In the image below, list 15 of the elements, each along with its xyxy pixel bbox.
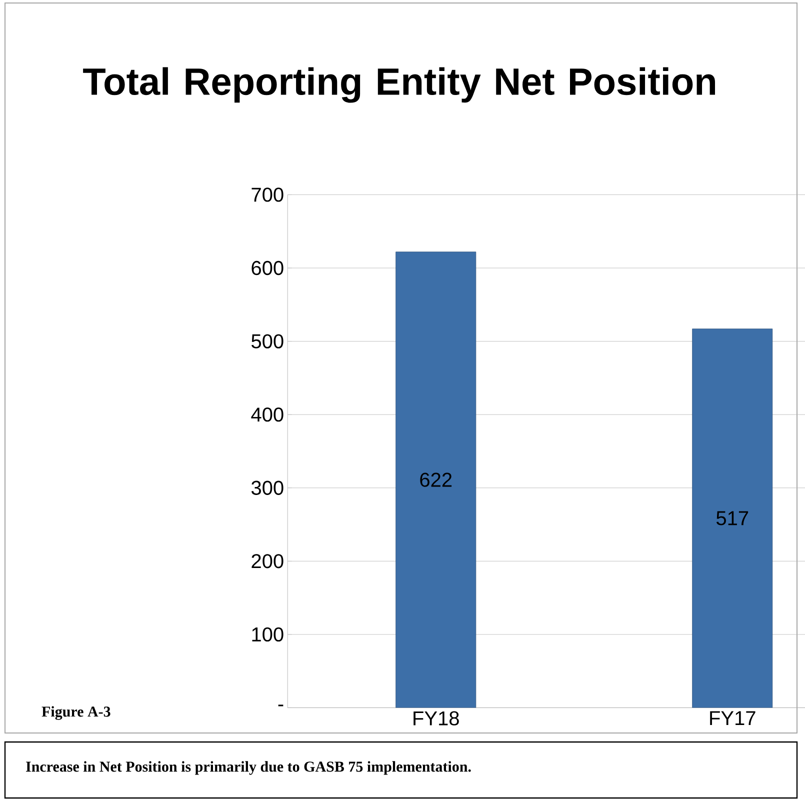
y-tick-label: 400	[251, 407, 284, 422]
y-tick-label: 500	[252, 334, 284, 348]
y-tick-label: 300	[251, 480, 284, 495]
y-tick-label: 600	[252, 260, 284, 276]
text: Figure A-3	[42, 706, 110, 720]
text: Increase in Net Position is primarily due to GASB 75 implementation.	[26, 761, 471, 775]
chart-title: Total Reporting Entity Net Position	[83, 67, 716, 103]
y-tick-label: 200	[252, 554, 284, 568]
y-tick-label: -	[278, 704, 284, 706]
y-tick-label: 700	[252, 188, 284, 202]
data-label: 517	[716, 511, 748, 526]
y-tick-label: 100	[252, 627, 284, 642]
data-label: 622	[420, 472, 452, 487]
x-tick-label: FY18	[414, 711, 459, 726]
x-tick-label: FY17	[710, 711, 756, 726]
